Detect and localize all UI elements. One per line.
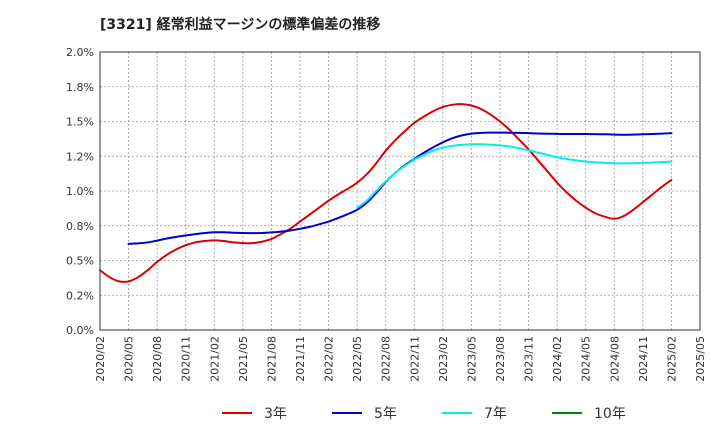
x-tick-label: 2022/08 xyxy=(380,336,393,382)
y-tick-label: 1.0% xyxy=(66,185,94,198)
x-tick-label: 2023/02 xyxy=(437,336,450,382)
x-tick-label: 2024/02 xyxy=(551,336,564,382)
x-tick-label: 2023/11 xyxy=(523,336,536,382)
x-tick-label: 2020/11 xyxy=(180,336,193,382)
y-tick-label: 1.5% xyxy=(66,116,94,129)
x-tick-label: 2020/02 xyxy=(94,336,107,382)
x-tick-label: 2025/05 xyxy=(694,336,707,382)
legend-label-1: 3年 xyxy=(264,406,287,422)
series-line-1 xyxy=(99,103,673,283)
x-tick-label: 2021/05 xyxy=(237,336,250,382)
x-tick-label: 2021/02 xyxy=(208,336,221,382)
y-tick-label: 2.0% xyxy=(66,46,94,59)
plot-frame xyxy=(99,51,701,331)
y-tick-label: 0.0% xyxy=(66,324,94,337)
x-tick-label: 2024/08 xyxy=(608,336,621,382)
chart-title: [3321] 経常利益マージンの標準偏差の推移 xyxy=(100,17,381,33)
y-tick-label: 0.2% xyxy=(66,289,94,302)
legend-label-3: 7年 xyxy=(484,406,507,422)
series-line-3 xyxy=(356,143,673,209)
x-tick-label: 2020/08 xyxy=(151,336,164,382)
x-tick-label: 2023/08 xyxy=(494,336,507,382)
x-tick-label: 2022/02 xyxy=(323,336,336,382)
legend-label-4: 10年 xyxy=(594,406,626,422)
x-tick-label: 2021/11 xyxy=(294,336,307,382)
x-tick-label: 2025/02 xyxy=(665,336,678,382)
x-tick-label: 2021/08 xyxy=(265,336,278,382)
x-tick-label: 2020/05 xyxy=(123,336,136,382)
y-tick-label: 0.5% xyxy=(66,255,94,268)
x-tick-label: 2024/11 xyxy=(637,336,650,382)
y-tick-label: 0.8% xyxy=(66,220,94,233)
x-tick-label: 2024/05 xyxy=(580,336,593,382)
x-tick-label: 2022/11 xyxy=(408,336,421,382)
x-tick-label: 2023/05 xyxy=(465,336,478,382)
legend-label-2: 5年 xyxy=(374,406,397,422)
x-tick-label: 2022/05 xyxy=(351,336,364,382)
y-tick-label: 1.8% xyxy=(66,81,94,94)
y-tick-label: 1.2% xyxy=(66,150,94,163)
